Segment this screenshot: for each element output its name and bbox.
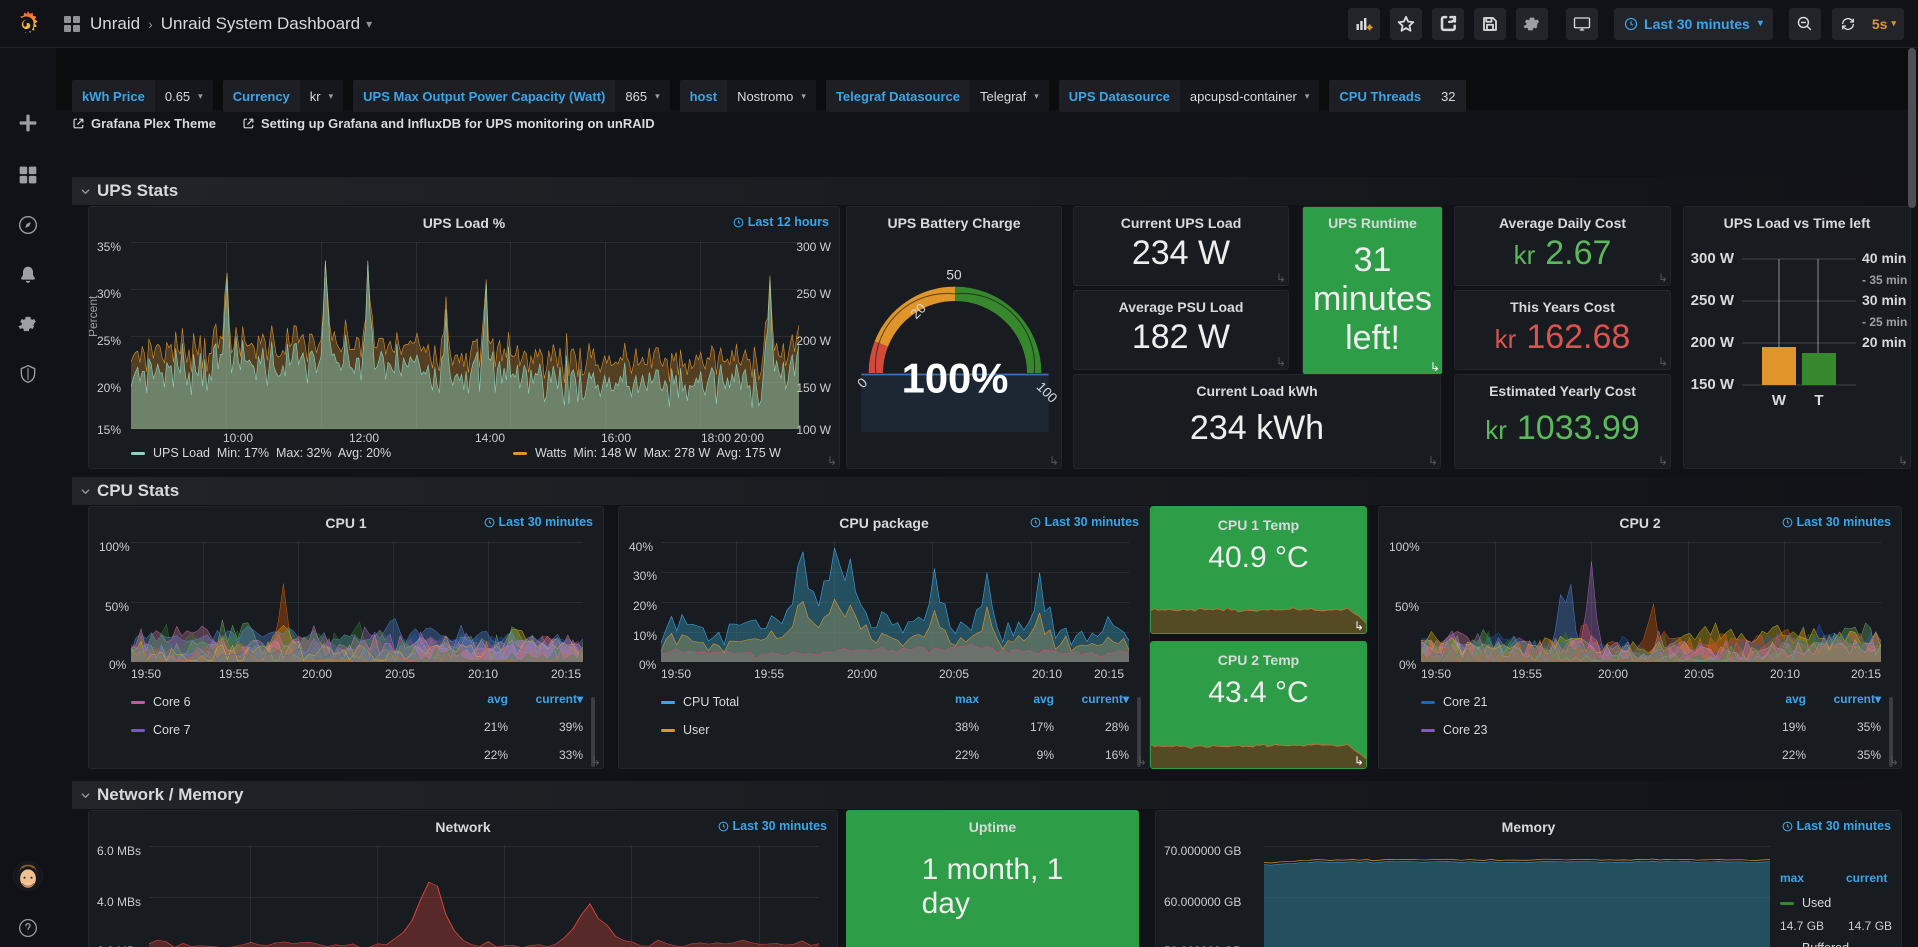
svg-text:W: W [1772, 392, 1787, 409]
svg-text:30 min: 30 min [1862, 292, 1906, 308]
svg-text:50: 50 [946, 267, 962, 282]
svg-text:- 25 min: - 25 min [1862, 315, 1907, 329]
svg-text:T: T [1814, 392, 1823, 409]
svg-text:200 W: 200 W [1691, 334, 1735, 351]
svg-text:40 min: 40 min [1862, 250, 1906, 266]
svg-text:150 W: 150 W [1691, 376, 1735, 393]
svg-text:300 W: 300 W [1691, 250, 1735, 267]
svg-text:100%: 100% [902, 355, 1009, 402]
svg-text:- 35 min: - 35 min [1862, 273, 1907, 287]
svg-text:250 W: 250 W [1691, 292, 1735, 309]
svg-text:20 min: 20 min [1862, 334, 1906, 350]
